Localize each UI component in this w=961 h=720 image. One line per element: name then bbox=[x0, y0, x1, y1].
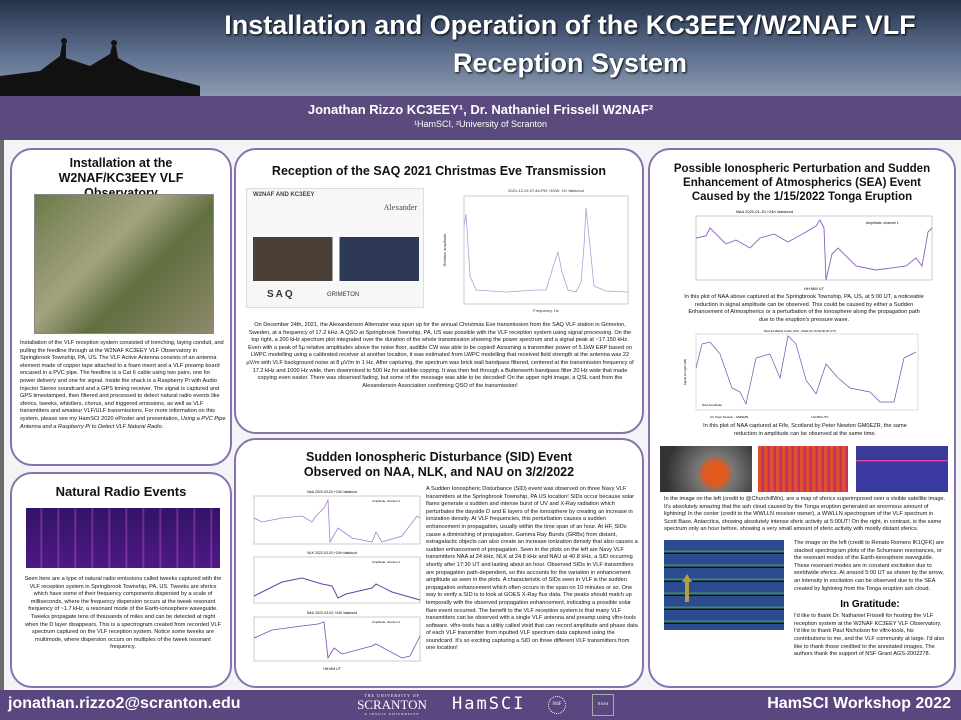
natural-radio-text: Seen here are a type of natural radio em… bbox=[24, 576, 222, 651]
sid-plot-xlabel: HH:MM UT bbox=[323, 667, 341, 671]
scranton-logo-top: THE UNIVERSITY OF bbox=[364, 693, 420, 698]
sid-plot-nlk-title: NLK 2022-03-02,+24h /data/ccd bbox=[307, 551, 357, 555]
wwlln-spectrogram-before bbox=[856, 446, 948, 492]
sid-title: Sudden Ionospheric Disturbance (SID) Eve… bbox=[303, 450, 575, 479]
qsl-grimeton: GRIMETON bbox=[327, 292, 360, 298]
sid-plot-nau-legend: Amplitude, channel 1 bbox=[372, 620, 400, 624]
qsl-recipient: W2NAF AND KC3EEY bbox=[253, 192, 315, 198]
arrow-icon bbox=[682, 573, 692, 582]
tonga-title: Possible Ionospheric Perturbation and Su… bbox=[673, 163, 931, 203]
nasa-logo: NASA bbox=[592, 694, 614, 716]
saq-spectrum-line bbox=[463, 207, 629, 293]
installation-text: Installation of the VLF reception system… bbox=[20, 340, 224, 422]
saq-plot-xlabel: Frequency, Hz bbox=[533, 308, 559, 313]
saq-text: On December 24th, 2021, the Alexanderson… bbox=[246, 322, 634, 389]
scranton-logo: THE UNIVERSITY OF SCRANTON A JESUIT UNIV… bbox=[342, 693, 442, 717]
author-names: Jonathan Rizzo KC3EEY¹, Dr. Nathaniel Fr… bbox=[307, 102, 654, 117]
natural-radio-title: Natural Radio Events bbox=[55, 484, 187, 499]
tonga-caption4: The image on the left (credit to Renato … bbox=[794, 539, 944, 592]
saq-plot-title: 2021-12-24,07:46:PM,+1DW: 1H /data/ccd bbox=[508, 188, 584, 193]
poster-footer: jonathan.rizzo2@scranton.edu THE UNIVERS… bbox=[0, 690, 961, 720]
affiliations: ¹HamSCI, ²University of Scranton bbox=[413, 119, 548, 129]
qsl-brand: Alexander bbox=[383, 203, 417, 212]
author-band: Jonathan Rizzo KC3EEY¹, Dr. Nathaniel Fr… bbox=[0, 96, 961, 140]
poster-title: Installation and Operation of the KC3EEY… bbox=[224, 10, 916, 78]
workshop-name: HamSCI Workshop 2022 bbox=[767, 695, 951, 712]
saq-qsl-card: W2NAF AND KC3EEY Alexander SAQ GRIMETON bbox=[246, 188, 424, 308]
nsf-logo: NSF bbox=[548, 696, 566, 714]
wwlln-spectrogram-during bbox=[758, 446, 848, 492]
tweek-spectrogram-image bbox=[26, 508, 220, 568]
sferics-satellite-map bbox=[660, 446, 752, 492]
tonga-caption3: In the image on the left (credit to @Chu… bbox=[664, 496, 946, 533]
tonga-caption1: In this plot of NAA above captured at th… bbox=[684, 294, 924, 323]
sid-plot-nau: NAU 2022-03-02,+24h /data/ccd Amplitude, … bbox=[253, 611, 421, 662]
sid-plot-nlk: NLK 2022-03-02,+24h /data/ccd Amplitude, … bbox=[253, 551, 421, 604]
poster-body: Installation at the W2NAF/KC3EEY VLF Obs… bbox=[0, 140, 961, 690]
hamsci-logo: HamSCI bbox=[452, 694, 526, 714]
poster-header: Installation and Operation of the KC3EEY… bbox=[0, 0, 961, 96]
qsl-saq: SAQ bbox=[267, 289, 295, 300]
installation-panel: Installation at the W2NAF/KC3EEY VLF Obs… bbox=[10, 148, 232, 466]
saq-title: Reception of the SAQ 2021 Christmas Eve … bbox=[271, 164, 607, 178]
tonga-lower-section: In the image on the left (credit to @Chu… bbox=[664, 496, 946, 659]
sid-panel: Sudden Ionospheric Disturbance (SID) Eve… bbox=[234, 438, 644, 688]
natural-radio-panel: Natural Radio Events Seen here are a typ… bbox=[10, 472, 232, 688]
tonga-plot2-credit: (C) Peter Newton - GM0EZR bbox=[710, 415, 749, 419]
scranton-logo-bottom: A JESUIT UNIVERSITY bbox=[364, 712, 420, 716]
sid-plot-naa: NAA 2022-03-02,+24h /data/ccd Amplitude, … bbox=[253, 490, 421, 545]
saq-panel: Reception of the SAQ 2021 Christmas Eve … bbox=[234, 148, 644, 434]
tonga-plot2-xlabel: HH:MM UTC bbox=[811, 415, 829, 419]
sid-plot-nau-title: NAU 2022-03-02,+24h /data/ccd bbox=[307, 611, 357, 615]
contact-email[interactable]: jonathan.rizzo2@scranton.edu bbox=[8, 695, 241, 712]
arrow-shaft bbox=[685, 581, 689, 602]
tonga-plot1-title: NAA 2022-01-15,+24h /data/ccd bbox=[736, 209, 793, 214]
installation-text-block: Installation of the VLF reception system… bbox=[20, 340, 226, 431]
tonga-panel: Possible Ionospheric Perturbation and Su… bbox=[648, 148, 956, 688]
tonga-plot2-ylabel: Signal strength (dB) bbox=[683, 359, 687, 386]
saq-spectrum-plot: 2021-12-24,07:46:PM,+1DW: 1H /data/ccd F… bbox=[442, 188, 629, 313]
sid-plots: NAA 2022-03-02,+24h /data/ccd Amplitude, … bbox=[242, 488, 422, 674]
sid-plot-naa-title: NAA 2022-03-02,+24h /data/ccd bbox=[307, 490, 357, 494]
schumann-resonance-spectrogram bbox=[664, 539, 784, 630]
sid-plot-naa-legend: Amplitude, channel 1 bbox=[372, 499, 400, 503]
tonga-plot1-legend: Amplitude, channel 1 bbox=[866, 221, 899, 225]
tonga-naa-plot: NAA 2022-01-15,+24h /data/ccd Amplitude,… bbox=[695, 209, 933, 291]
rooftop-silhouette-image bbox=[0, 38, 200, 96]
tonga-caption2: In this plot of NAA captured at Fife, Sc… bbox=[703, 423, 907, 437]
sid-plot-nlk-legend: Amplitude, channel 1 bbox=[372, 560, 400, 564]
gratitude-title: In Gratitude: bbox=[840, 599, 900, 611]
gratitude-text: I'd like to thank Dr. Nathaniel Frissell… bbox=[794, 613, 945, 658]
sid-text: A Sudden Ionospheric Disturbance (SID) e… bbox=[426, 486, 638, 652]
tonga-plot2-title: NAA 24.00kHz Cutler,USA - 2022-01-15 00:… bbox=[764, 329, 837, 333]
saq-plot-ylabel: Relative amplitude bbox=[442, 233, 447, 267]
installation-photo-collage bbox=[34, 194, 214, 334]
qsl-photos bbox=[253, 237, 419, 281]
scranton-logo-name: SCRANTON bbox=[357, 697, 427, 712]
tonga-plot2-legend: NAA Amplitude bbox=[702, 403, 722, 407]
tonga-right-column: The image on the left (credit to Renato … bbox=[794, 540, 946, 659]
tonga-plot1-xlabel: HH:MM UT bbox=[804, 286, 825, 291]
installation-presentation-title: Using a PVC Pipe Antenna and a Raspberry… bbox=[20, 415, 226, 430]
tonga-gm0ezr-plot: NAA 24.00kHz Cutler,USA - 2022-01-15 00:… bbox=[683, 329, 919, 419]
tonga-lower-row: The image on the left (credit to Renato … bbox=[664, 539, 946, 659]
